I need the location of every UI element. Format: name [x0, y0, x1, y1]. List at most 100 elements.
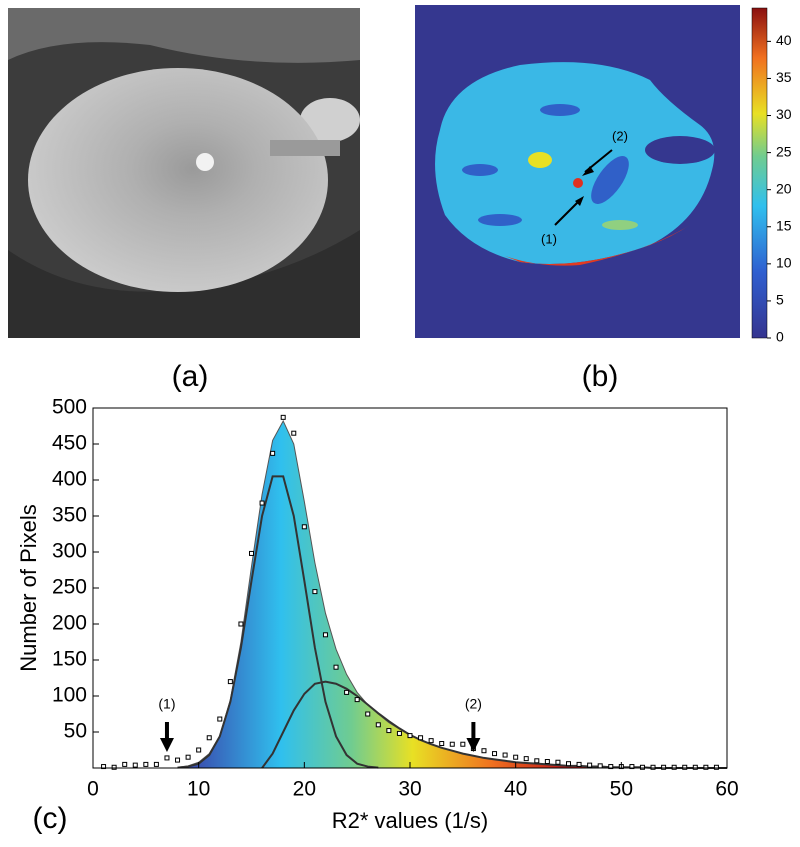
data-point	[344, 689, 350, 695]
data-point	[418, 735, 424, 741]
data-point	[291, 430, 297, 436]
data-point	[523, 756, 529, 762]
data-point	[354, 697, 360, 703]
data-point	[661, 764, 667, 770]
annotation-arrowhead	[159, 738, 174, 752]
y-tick-label: 150	[52, 648, 87, 671]
y-tick-label: 450	[52, 432, 87, 455]
data-point	[111, 764, 117, 770]
y-tick-label: 500	[52, 396, 87, 419]
data-point	[713, 764, 719, 770]
x-axis-label: R2* values (1/s)	[332, 808, 489, 833]
data-point	[143, 761, 149, 767]
x-tick-label: 50	[610, 778, 633, 801]
colorbar-tick-label: 10	[776, 255, 792, 271]
data-point	[566, 761, 571, 767]
data-point	[365, 711, 371, 717]
data-point	[322, 632, 328, 638]
data-point	[153, 761, 159, 767]
data-point	[164, 755, 170, 761]
panel-label: (c)	[33, 802, 68, 835]
data-point	[534, 758, 540, 764]
panel-label: (a)	[172, 360, 209, 393]
colorbar-tick-label: 15	[776, 217, 792, 233]
data-point	[492, 751, 498, 757]
x-tick-label: 60	[715, 778, 738, 801]
data-point	[460, 741, 466, 747]
data-point	[513, 754, 519, 760]
data-point	[101, 764, 107, 770]
data-point	[386, 728, 392, 734]
x-tick-label: 20	[293, 778, 316, 801]
data-point	[650, 764, 656, 770]
data-point	[576, 761, 582, 767]
data-point	[555, 759, 561, 765]
x-tick-label: 0	[87, 778, 99, 801]
data-point	[227, 679, 233, 685]
data-point	[407, 733, 413, 739]
data-point	[375, 722, 381, 728]
data-point	[122, 761, 128, 767]
data-point	[259, 500, 265, 506]
data-point	[196, 747, 202, 753]
data-point	[439, 741, 445, 747]
data-point	[544, 759, 550, 765]
data-point	[312, 589, 318, 595]
data-point	[629, 764, 635, 770]
annotation-label: (1)	[158, 696, 175, 712]
annotation-label: (2)	[465, 696, 482, 712]
data-point	[206, 735, 212, 741]
data-point	[671, 764, 677, 770]
colorbar-tick-label: 40	[776, 32, 792, 48]
data-point	[217, 716, 223, 722]
annotation-arrowhead	[466, 738, 481, 752]
map-annotation: (2)	[612, 128, 628, 143]
y-tick-label: 50	[64, 720, 87, 743]
data-point	[333, 664, 339, 670]
data-point	[608, 764, 614, 770]
y-tick-label: 300	[52, 540, 87, 563]
data-point	[185, 754, 191, 760]
data-point	[502, 752, 508, 758]
data-point	[249, 550, 254, 556]
data-point	[270, 450, 276, 456]
data-point	[449, 741, 455, 747]
data-point	[639, 764, 645, 770]
r2-map	[415, 5, 768, 339]
fit-curve	[177, 475, 379, 769]
data-point	[587, 762, 593, 768]
y-tick-label: 350	[52, 504, 87, 527]
plot-area	[101, 414, 728, 770]
y-tick-label: 250	[52, 576, 87, 599]
data-point	[692, 764, 698, 770]
colorbar-tick-label: 25	[776, 143, 792, 159]
y-tick-label: 200	[52, 612, 87, 635]
map-annotation: (1)	[541, 231, 557, 246]
axes-frame	[92, 407, 728, 769]
y-tick-label: 100	[52, 684, 87, 707]
data-point	[682, 764, 688, 770]
area-fill	[177, 420, 728, 768]
x-tick-label: 30	[398, 778, 421, 801]
data-point	[301, 524, 307, 530]
data-point	[132, 762, 138, 768]
y-axis-label: Number of Pixels	[16, 504, 41, 672]
colorbar-tick-label: 35	[776, 69, 792, 85]
ct-image	[8, 8, 360, 338]
data-point	[428, 738, 434, 744]
data-point	[238, 621, 244, 627]
colorbar-tick-label: 0	[776, 329, 784, 345]
data-point	[597, 763, 603, 769]
colorbar-tick-label: 30	[776, 106, 792, 122]
data-point	[175, 757, 181, 763]
x-tick-label: 40	[504, 778, 527, 801]
data-point	[280, 414, 286, 420]
colorbar-tick-label: 5	[776, 292, 784, 308]
data-point	[481, 748, 487, 754]
data-point	[396, 730, 402, 736]
y-tick-label: 400	[52, 468, 87, 491]
colorbar-tick-label: 20	[776, 180, 792, 196]
panel-label: (b)	[582, 360, 619, 393]
